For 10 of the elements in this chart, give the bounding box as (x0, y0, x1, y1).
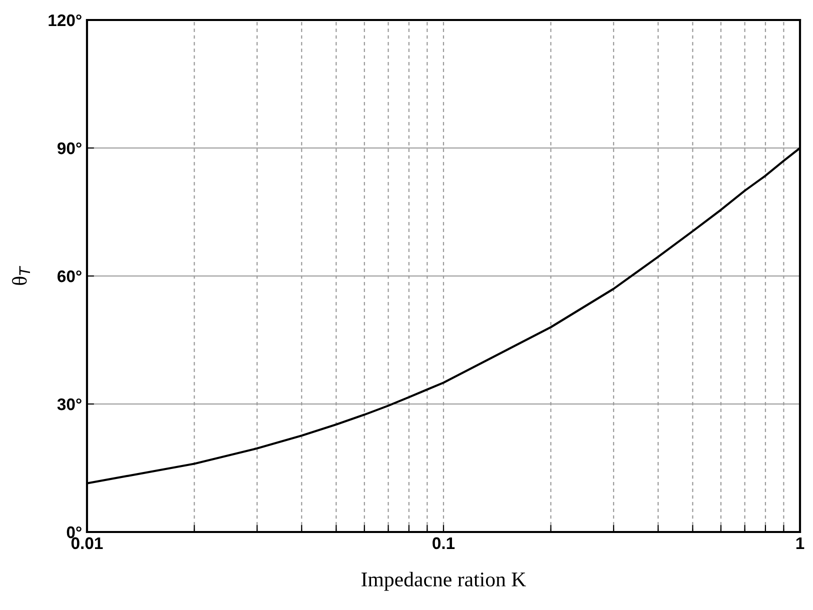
y-tick-label: 0° (66, 526, 82, 538)
x-axis-title: Impedacne ration K (362, 572, 526, 591)
y-tick-label: 90° (58, 142, 82, 154)
x-tick-label: 0.01 (71, 537, 103, 550)
y-tick-label: 60° (58, 270, 82, 282)
y-axis-title: θ$_{T}$ (12, 266, 30, 285)
x-tick-label: 0.1 (432, 537, 455, 550)
y-tick-label: 120° (48, 14, 82, 26)
y-tick-label: 30° (57, 398, 82, 410)
x-tick-label: 1 (796, 537, 804, 549)
